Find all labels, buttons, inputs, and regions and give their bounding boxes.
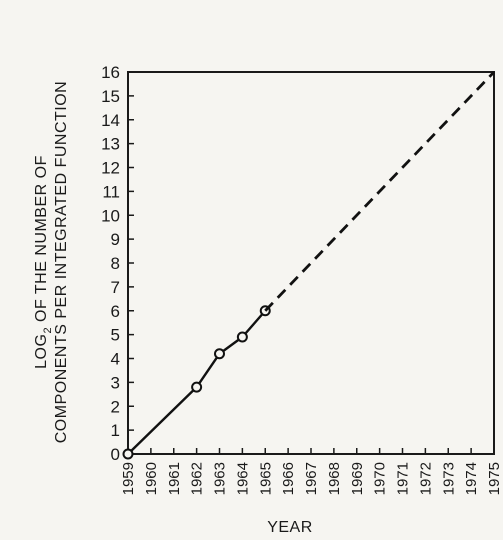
- x-axis-ticks: 1959 1960 1961 1962 1963 1964 1965 1966 1967 1968…: [120, 448, 503, 495]
- svg-text:LOG2 OF THE NUMBER OF: LOG2 OF THE NUMBER OF: [33, 155, 54, 369]
- x-tick-label: 1963: [212, 462, 229, 495]
- y-tick-label: 4: [111, 350, 120, 369]
- x-tick-label: 1968: [326, 462, 343, 495]
- y-tick-label: 14: [101, 111, 120, 130]
- y-tick-label: 15: [101, 87, 120, 106]
- plot-frame: [127, 71, 495, 455]
- x-tick-label: 1971: [395, 462, 412, 495]
- x-tick-label: 1965: [257, 462, 274, 495]
- x-tick-label: 1959: [120, 462, 137, 495]
- y-tick-label: 8: [111, 254, 120, 273]
- y-axis-label-log: LOG: [33, 334, 50, 369]
- x-axis-label: YEAR: [267, 519, 313, 536]
- y-tick-label: 2: [111, 397, 120, 416]
- x-tick-label: 1975: [486, 462, 503, 495]
- y-tick-label: 6: [111, 302, 120, 321]
- y-tick-label: 16: [101, 63, 120, 82]
- x-tick-label: 1970: [372, 462, 389, 495]
- data-point: [122, 448, 134, 460]
- x-tick-label: 1969: [349, 462, 366, 495]
- y-tick-label: 5: [111, 326, 120, 345]
- y-axis-label-rest: OF THE NUMBER OF: [33, 155, 50, 327]
- data-point: [236, 331, 248, 343]
- y-tick-label: 1: [111, 421, 120, 440]
- data-point: [214, 348, 225, 360]
- y-tick-label: 3: [111, 373, 120, 392]
- projection-line: [264, 71, 496, 312]
- x-tick-label: 1962: [189, 462, 206, 495]
- y-tick-label: 7: [111, 278, 120, 297]
- y-axis-label-subscript: 2: [42, 327, 54, 334]
- x-tick-label: 1974: [463, 462, 480, 495]
- y-tick-label: 0: [111, 445, 120, 464]
- y-tick-label: 10: [101, 206, 120, 225]
- y-tick-label: 9: [111, 230, 120, 249]
- x-tick-label: 1966: [280, 462, 297, 495]
- x-tick-label: 1973: [440, 462, 457, 495]
- data-point: [191, 381, 203, 393]
- y-tick-label: 13: [101, 135, 120, 154]
- x-tick-label: 1972: [417, 462, 434, 495]
- y-tick-label: 11: [102, 182, 120, 201]
- x-tick-label: 1964: [234, 462, 251, 495]
- x-tick-label: 1960: [143, 462, 160, 495]
- y-axis-label-line2: COMPONENTS PER INTEGRATED FUNCTION: [53, 81, 70, 444]
- x-tick-label: 1967: [303, 462, 320, 495]
- series-layer: [122, 71, 496, 460]
- y-axis-label: LOG2 OF THE NUMBER OF COMPONENTS PER INT…: [33, 81, 70, 444]
- y-tick-label: 12: [101, 159, 120, 178]
- x-tick-label: 1961: [166, 462, 183, 495]
